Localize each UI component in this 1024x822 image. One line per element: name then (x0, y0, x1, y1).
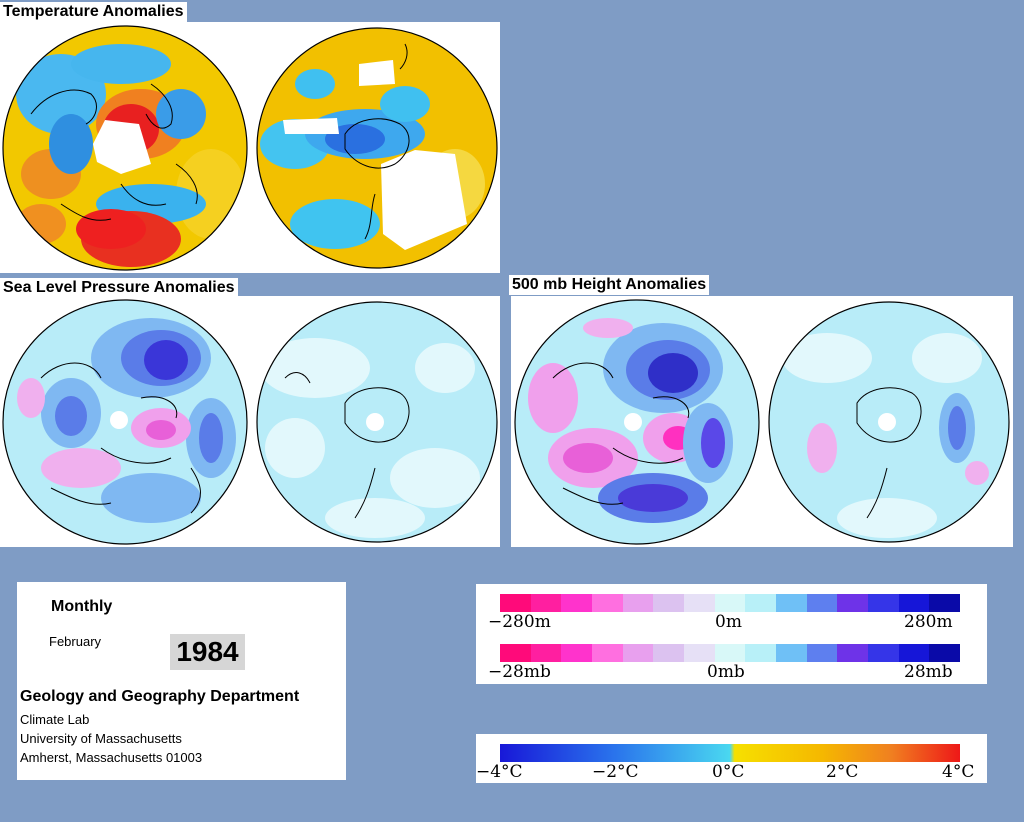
height-swatch-2 (561, 594, 593, 612)
height500-north-globe (514, 299, 760, 545)
slp-north-globe (2, 299, 248, 545)
pressure-swatch-10 (806, 644, 838, 662)
height-colorbar (500, 594, 961, 612)
height500-south-globe (768, 301, 1010, 543)
pressure-swatch-8 (745, 644, 777, 662)
height-tick-min: −280m (488, 612, 551, 632)
lab-label: Climate Lab (20, 712, 90, 727)
year-label: 1984 (170, 634, 245, 670)
height-swatch-6 (684, 594, 715, 612)
temperature-north-globe (2, 25, 248, 271)
temp-tick-m4: −4°C (476, 762, 523, 782)
pressure-swatch-14 (929, 644, 961, 662)
pressure-swatch-2 (561, 644, 593, 662)
height-swatch-3 (592, 594, 623, 612)
temperature-title: Temperature Anomalies (0, 2, 187, 22)
temperature-colorbar (500, 744, 960, 762)
height-swatch-11 (837, 594, 869, 612)
pressure-swatch-12 (868, 644, 899, 662)
height-swatch-1 (530, 594, 562, 612)
temp-tick-2: 2°C (826, 762, 859, 782)
address-label: Amherst, Massachusetts 01003 (20, 750, 203, 765)
height-tick-mid: 0m (715, 612, 742, 632)
slp-south-globe (256, 301, 498, 543)
height-swatch-12 (868, 594, 899, 612)
pressure-swatch-3 (592, 644, 623, 662)
height-swatch-0 (500, 594, 531, 612)
temp-tick-m2: −2°C (592, 762, 639, 782)
pressure-swatch-9 (776, 644, 807, 662)
pressure-swatch-7 (714, 644, 746, 662)
period-label: Monthly (51, 598, 113, 615)
slp-title: Sea Level Pressure Anomalies (0, 278, 238, 298)
pressure-colorbar (500, 644, 961, 662)
height-tick-max: 280m (904, 612, 953, 632)
temp-tick-0: 0°C (712, 762, 745, 782)
pressure-swatch-0 (500, 644, 531, 662)
pressure-swatch-1 (530, 644, 562, 662)
pressure-tick-max: 28mb (904, 662, 953, 682)
pressure-swatch-6 (684, 644, 715, 662)
temperature-south-globe (256, 27, 498, 269)
pressure-tick-min: −28mb (488, 662, 551, 682)
temperature-legend: −4°C −2°C 0°C 2°C 4°C (476, 734, 987, 783)
department-label: Geology and Geography Department (20, 688, 300, 705)
pressure-swatch-4 (622, 644, 654, 662)
pressure-swatch-11 (837, 644, 869, 662)
height-swatch-4 (622, 594, 654, 612)
university-label: University of Massachusetts (20, 731, 182, 746)
temp-tick-4: 4°C (942, 762, 975, 782)
height500-title: 500 mb Height Anomalies (509, 275, 710, 295)
height-swatch-5 (653, 594, 685, 612)
height-swatch-9 (776, 594, 807, 612)
pressure-tick-mid: 0mb (707, 662, 745, 682)
pressure-swatch-13 (898, 644, 930, 662)
height-swatch-13 (898, 594, 930, 612)
pressure-swatch-5 (653, 644, 685, 662)
height-pressure-legend: −280m 0m 280m −28mb 0mb 28mb (476, 584, 987, 684)
month-label: February (49, 634, 102, 649)
height-swatch-7 (714, 594, 746, 612)
info-box: Monthly February 1984 Geology and Geogra… (17, 582, 346, 780)
height-swatch-14 (929, 594, 961, 612)
height-swatch-10 (806, 594, 838, 612)
height-swatch-8 (745, 594, 777, 612)
